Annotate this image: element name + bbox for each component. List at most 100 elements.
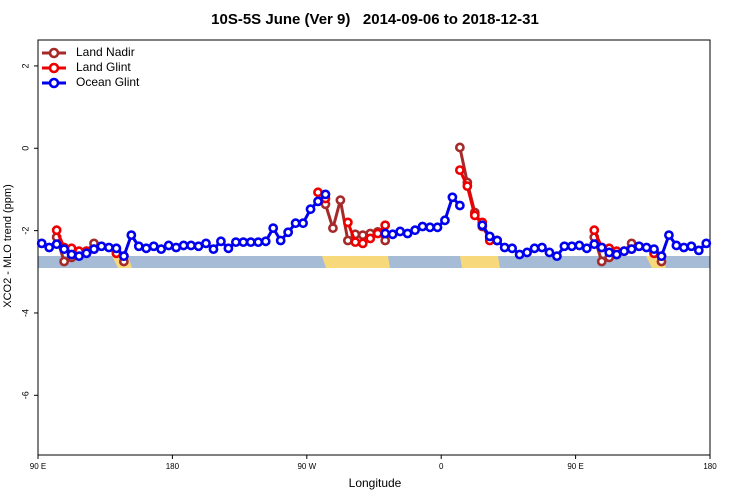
point <box>454 142 465 153</box>
point <box>342 217 353 228</box>
point <box>395 226 406 237</box>
point <box>245 237 256 248</box>
point <box>634 241 644 252</box>
x-tick-label: 90 E <box>30 462 46 471</box>
x-tick-label: 90 W <box>297 462 316 471</box>
point <box>298 218 308 229</box>
point <box>253 237 264 248</box>
point <box>611 249 622 260</box>
point <box>275 235 286 246</box>
point <box>514 249 525 260</box>
point <box>186 240 196 251</box>
point <box>59 244 70 255</box>
point <box>216 236 226 247</box>
point <box>305 204 316 215</box>
point <box>156 244 167 255</box>
point <box>51 225 62 236</box>
land-strip <box>460 256 500 268</box>
point <box>656 251 667 262</box>
point <box>477 220 488 231</box>
point <box>469 210 480 221</box>
point <box>133 241 144 252</box>
point <box>499 242 510 253</box>
x-tick-label: 0 <box>439 462 444 471</box>
legend-label: Ocean Glint <box>76 75 140 89</box>
legend-label: Land Glint <box>76 60 131 74</box>
point <box>335 195 346 206</box>
point <box>544 247 555 258</box>
point <box>596 242 607 253</box>
point <box>574 240 585 251</box>
y-tick-label: -6 <box>20 391 30 399</box>
point <box>118 251 129 262</box>
legend-marker <box>48 77 60 89</box>
point <box>268 223 279 234</box>
point <box>260 236 271 247</box>
point <box>507 243 518 254</box>
x-axis-label: Longitude <box>349 476 402 490</box>
point <box>163 240 174 251</box>
x-tick-label: 180 <box>166 462 180 471</box>
y-tick-label: 2 <box>20 63 30 68</box>
point <box>440 215 450 226</box>
point <box>51 239 62 250</box>
point <box>552 251 562 262</box>
y-axis-label: XCO2 - MLO trend (ppm) <box>2 184 14 307</box>
point <box>462 181 473 192</box>
point <box>66 249 77 260</box>
point <box>402 228 413 239</box>
point <box>350 237 361 248</box>
y-tick-label: -4 <box>20 309 30 317</box>
point <box>686 241 697 252</box>
point <box>357 238 368 249</box>
point <box>626 244 637 255</box>
point <box>89 244 99 255</box>
point <box>238 237 249 248</box>
point <box>328 223 338 234</box>
point <box>96 241 107 252</box>
point <box>589 225 600 236</box>
point <box>171 242 182 253</box>
point <box>320 189 331 200</box>
point <box>59 256 70 267</box>
plot-frame <box>37 39 711 456</box>
x-tick-label: 90 E <box>567 462 583 471</box>
point <box>313 187 323 198</box>
point <box>201 238 211 249</box>
point <box>641 242 652 253</box>
y-tick-label: 0 <box>20 146 30 151</box>
point <box>522 247 532 258</box>
x-tick-label: 180 <box>703 462 717 471</box>
point <box>81 248 92 259</box>
point <box>596 256 607 267</box>
point <box>619 246 630 257</box>
point <box>208 244 219 255</box>
point <box>432 222 443 233</box>
point <box>193 241 204 252</box>
y-tick-label: -2 <box>20 227 30 235</box>
point <box>365 233 376 244</box>
point <box>178 240 189 251</box>
legend-label: Land Nadir <box>76 45 135 59</box>
point <box>701 238 712 249</box>
point <box>454 200 465 211</box>
point <box>417 221 428 232</box>
point <box>559 241 570 252</box>
point <box>44 242 55 253</box>
point <box>566 241 577 252</box>
point <box>372 228 383 239</box>
point <box>357 230 368 241</box>
point <box>36 238 47 249</box>
point <box>537 242 547 253</box>
point <box>380 220 391 231</box>
point <box>492 235 503 246</box>
point <box>671 240 682 251</box>
point <box>529 243 540 254</box>
point <box>111 243 122 254</box>
land-strip <box>322 256 390 268</box>
legend-marker <box>48 47 60 59</box>
point <box>283 227 294 238</box>
point <box>313 196 323 207</box>
point <box>342 235 353 246</box>
